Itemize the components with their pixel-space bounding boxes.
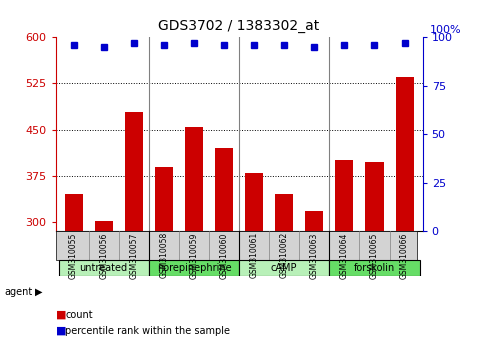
Text: forskolin: forskolin bbox=[354, 263, 395, 273]
Text: GSM310057: GSM310057 bbox=[129, 232, 138, 279]
Text: count: count bbox=[65, 310, 93, 320]
Bar bbox=[366, 162, 384, 231]
Text: GSM310055: GSM310055 bbox=[69, 232, 78, 279]
Bar bbox=[185, 126, 203, 231]
Title: GDS3702 / 1383302_at: GDS3702 / 1383302_at bbox=[158, 19, 320, 33]
Text: GSM310063: GSM310063 bbox=[310, 232, 319, 279]
Text: GSM310062: GSM310062 bbox=[280, 232, 289, 279]
Text: GSM310064: GSM310064 bbox=[340, 232, 349, 279]
Text: norepinephrine: norepinephrine bbox=[156, 263, 231, 273]
Text: ■: ■ bbox=[56, 326, 66, 336]
Bar bbox=[65, 194, 83, 231]
Text: GSM310061: GSM310061 bbox=[250, 232, 258, 279]
Bar bbox=[125, 112, 143, 231]
Bar bbox=[149, 261, 239, 276]
Text: GSM310056: GSM310056 bbox=[99, 232, 108, 279]
Bar bbox=[396, 77, 413, 231]
Y-axis label: 100%: 100% bbox=[430, 25, 462, 35]
Bar bbox=[329, 261, 420, 276]
Text: percentile rank within the sample: percentile rank within the sample bbox=[65, 326, 230, 336]
Text: GSM310058: GSM310058 bbox=[159, 232, 169, 279]
Bar bbox=[155, 167, 173, 231]
Text: GSM310066: GSM310066 bbox=[400, 232, 409, 279]
Bar bbox=[215, 148, 233, 231]
Bar bbox=[275, 194, 293, 231]
Text: untreated: untreated bbox=[80, 263, 128, 273]
Bar bbox=[95, 221, 113, 231]
Bar bbox=[245, 173, 263, 231]
Bar bbox=[239, 261, 329, 276]
Text: GSM310065: GSM310065 bbox=[370, 232, 379, 279]
Text: cAMP: cAMP bbox=[271, 263, 298, 273]
Bar bbox=[56, 231, 417, 261]
Text: GSM310059: GSM310059 bbox=[189, 232, 199, 279]
Text: agent: agent bbox=[5, 287, 33, 297]
Bar bbox=[305, 211, 323, 231]
Bar bbox=[58, 261, 149, 276]
Text: ▶: ▶ bbox=[35, 287, 43, 297]
Bar bbox=[335, 160, 354, 231]
Text: ■: ■ bbox=[56, 310, 66, 320]
Text: GSM310060: GSM310060 bbox=[220, 232, 228, 279]
